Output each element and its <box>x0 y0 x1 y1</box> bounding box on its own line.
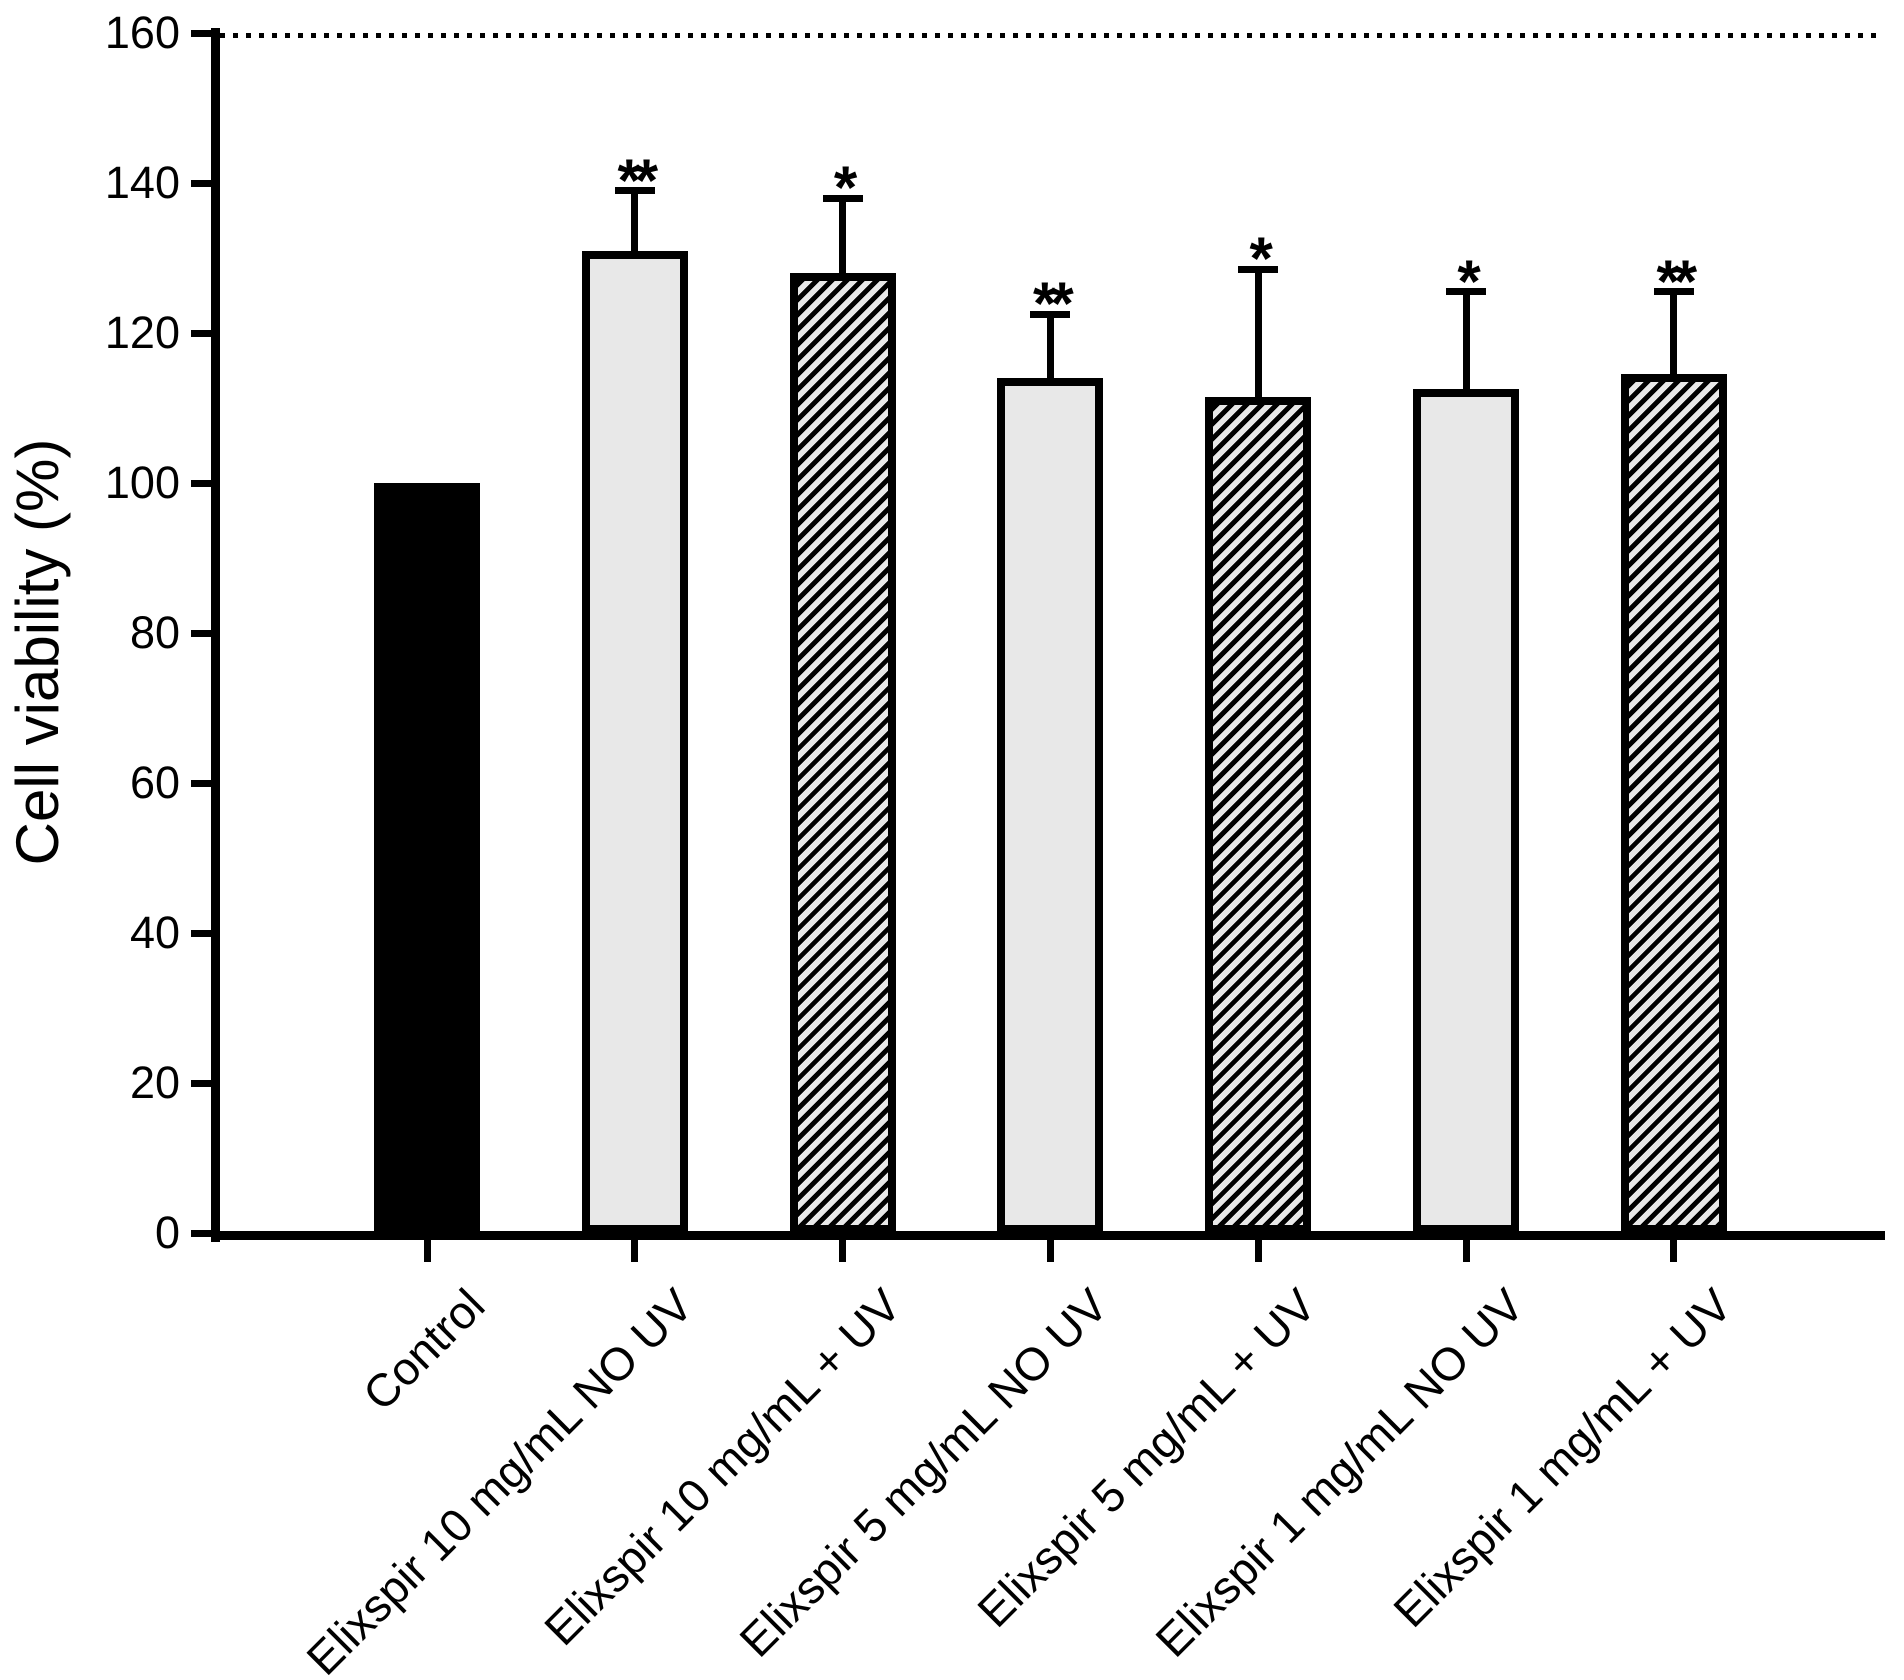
error-bar-cap <box>822 194 863 202</box>
y-tick-label: 20 <box>129 1057 180 1108</box>
significance-marker: ** <box>617 146 658 214</box>
error-bar-cap <box>1653 288 1694 296</box>
plot-area: 0 20 40 60 80 100 120 140 160 ** * ** * * ** Control E… <box>105 7 1885 1680</box>
bar <box>581 250 688 1233</box>
error-bar-line <box>1254 269 1262 397</box>
y-tick-label: 140 <box>104 157 180 208</box>
y-tick-label: 0 <box>154 1207 180 1258</box>
x-tick <box>1254 1240 1262 1262</box>
x-tick <box>1462 1240 1470 1262</box>
bar <box>997 378 1104 1233</box>
error-bar-line <box>1462 291 1470 390</box>
y-tick <box>191 329 211 337</box>
y-tick <box>191 1079 211 1087</box>
error-bar-cap <box>614 187 655 194</box>
y-tick <box>191 1229 211 1237</box>
bar <box>789 273 896 1233</box>
significance-marker: * <box>1457 247 1480 315</box>
y-tick <box>191 929 211 937</box>
x-tick <box>839 1240 847 1262</box>
error-bar-cap <box>1238 265 1279 273</box>
bar <box>1205 396 1312 1233</box>
error-bar-line <box>1046 314 1054 378</box>
significance-marker: ** <box>1656 247 1697 315</box>
reference-line-100 <box>220 33 1883 38</box>
y-tick <box>191 29 211 37</box>
x-tick-label: Control <box>352 1278 495 1421</box>
bar <box>374 483 480 1233</box>
significance-marker: ** <box>1033 270 1074 338</box>
significance-marker: * <box>1249 225 1273 293</box>
y-tick <box>191 779 211 787</box>
y-tick-label: 160 <box>104 7 180 58</box>
error-bar-line <box>839 198 847 273</box>
x-tick <box>1670 1240 1678 1262</box>
y-tick <box>191 479 211 487</box>
y-tick-label: 100 <box>104 457 180 508</box>
y-tick-label: 120 <box>104 307 180 358</box>
y-tick-label: 40 <box>129 907 180 958</box>
x-tick <box>1046 1240 1054 1262</box>
y-tick-label: 60 <box>129 757 180 808</box>
error-bar-line <box>1670 291 1678 375</box>
bar <box>1620 374 1727 1233</box>
bar <box>1413 389 1519 1233</box>
y-tick <box>191 179 211 187</box>
y-tick-label: 80 <box>129 607 180 658</box>
significance-marker: * <box>833 154 857 221</box>
error-bar-cap <box>1446 288 1486 296</box>
x-tick <box>423 1240 431 1262</box>
error-bar-line <box>631 190 639 251</box>
y-axis-line <box>211 28 220 1242</box>
x-tick <box>631 1240 639 1262</box>
y-tick <box>191 629 211 637</box>
error-bar-cap <box>1030 310 1071 318</box>
x-axis-line <box>211 1231 1885 1240</box>
